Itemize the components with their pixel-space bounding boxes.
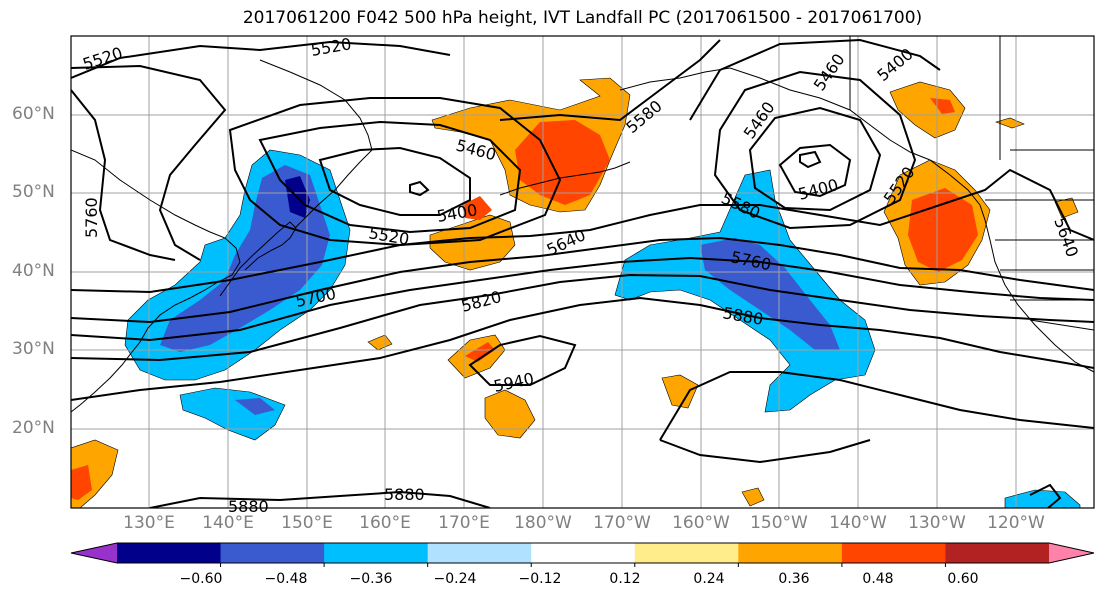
colorbar-tick-label: −0.60	[179, 571, 223, 587]
map-title: 2017061200 F042 500 hPa height, IVT Land…	[242, 8, 923, 28]
colorbar-tick-label: 0.12	[609, 571, 641, 587]
colorbar-tick-label: −0.24	[433, 571, 477, 587]
lat-label: 30°N	[12, 339, 55, 359]
lon-label: 150°W	[750, 513, 808, 533]
contour-low-west-2	[258, 120, 522, 234]
contour-label: 5880	[228, 497, 269, 516]
us-state-lines	[995, 239, 1094, 331]
ivt-strong-region-nw-pacific	[462, 196, 492, 220]
lon-label: 120°W	[987, 513, 1045, 533]
contour-5580	[499, 39, 721, 122]
contour-low-east-inner	[799, 150, 822, 169]
colorbar-tick-label: 0.60	[947, 571, 979, 587]
height-contours	[71, 38, 1094, 508]
lon-label: 150°E	[281, 513, 333, 533]
ivt-positive-region-small-2	[661, 374, 699, 409]
contour-5760-west	[71, 64, 227, 261]
colorbar-tick-label: 0.36	[778, 571, 810, 587]
lon-label: 160°W	[672, 513, 730, 533]
contour-5880	[71, 296, 1094, 401]
contour-5520-north	[71, 40, 451, 79]
contour-label: 5760	[82, 197, 101, 238]
lat-label: 40°N	[12, 261, 55, 281]
lon-label: 160°E	[359, 513, 411, 533]
ivt-negative-regions	[124, 149, 1081, 508]
contour-5760-mid	[71, 256, 1094, 342]
lon-label: 170°W	[593, 513, 651, 533]
ivt-positive-region-small-1	[367, 334, 393, 351]
contour-5700	[71, 236, 1094, 324]
ivt-positive-region-small-5	[995, 117, 1025, 129]
contour-small-se	[1029, 483, 1062, 508]
contour-5820	[71, 273, 1094, 362]
colorbar-tick-label: −0.36	[349, 571, 393, 587]
lon-label: 180°W	[514, 513, 572, 533]
lon-label: 130°E	[123, 513, 175, 533]
lat-label: 50°N	[12, 182, 55, 202]
lon-label: 140°E	[202, 513, 254, 533]
map-frame	[70, 35, 1095, 509]
canada-interior	[849, 36, 1094, 160]
alaska-coastline	[619, 67, 981, 206]
lat-label: 60°N	[12, 104, 55, 124]
contour-5640	[71, 168, 1094, 294]
colorbar-tick-label: 0.24	[693, 571, 725, 587]
ivt-positive-regions	[71, 77, 1079, 508]
contour-5940	[468, 334, 577, 386]
contour-5460-east	[689, 38, 941, 121]
lon-label: 130°W	[908, 513, 966, 533]
contour-low-west-3	[228, 97, 562, 247]
ivt-strong-region-alaska	[930, 98, 955, 114]
ivt-moderate-region-japan	[160, 165, 330, 352]
colorbar-tick-label: −0.48	[264, 571, 308, 587]
contour-low-west-1	[318, 146, 471, 216]
lon-label: 170°E	[438, 513, 490, 533]
lon-label: 140°W	[829, 513, 887, 533]
contour-low-inner	[409, 180, 430, 197]
contour-low-east-2	[748, 106, 882, 212]
map-panel: 5520 5520 5760 5460 5400 5520 5700 5820 …	[70, 34, 1095, 516]
aleutian-chain	[499, 161, 631, 196]
contour-5880-south-east-2	[659, 439, 871, 464]
ivt-positive-region-small-3	[741, 487, 765, 507]
asia-coastline	[71, 149, 241, 413]
ivt-strong-region-central	[465, 342, 495, 362]
contour-5880-south-east	[659, 371, 1094, 441]
contour-label: 5880	[384, 485, 425, 504]
lat-label: 20°N	[12, 418, 55, 438]
contour-5760-west-2	[71, 89, 176, 261]
ivt-moderate-region-south-japan	[235, 398, 275, 415]
contour-5880-south	[149, 490, 491, 508]
colorbar-tick-label: 0.48	[862, 571, 894, 587]
ivt-strong-region-tropics-west	[71, 465, 92, 500]
graticule	[71, 36, 1094, 508]
japan-coastline	[219, 221, 297, 297]
contour-low-east-1	[778, 143, 852, 198]
colorbar-ticks	[220, 563, 946, 567]
ivt-moderate-region-gulf	[700, 238, 840, 350]
colorbar-tick-label: −0.12	[518, 571, 562, 587]
ivt-negative-region-se	[1004, 489, 1081, 508]
